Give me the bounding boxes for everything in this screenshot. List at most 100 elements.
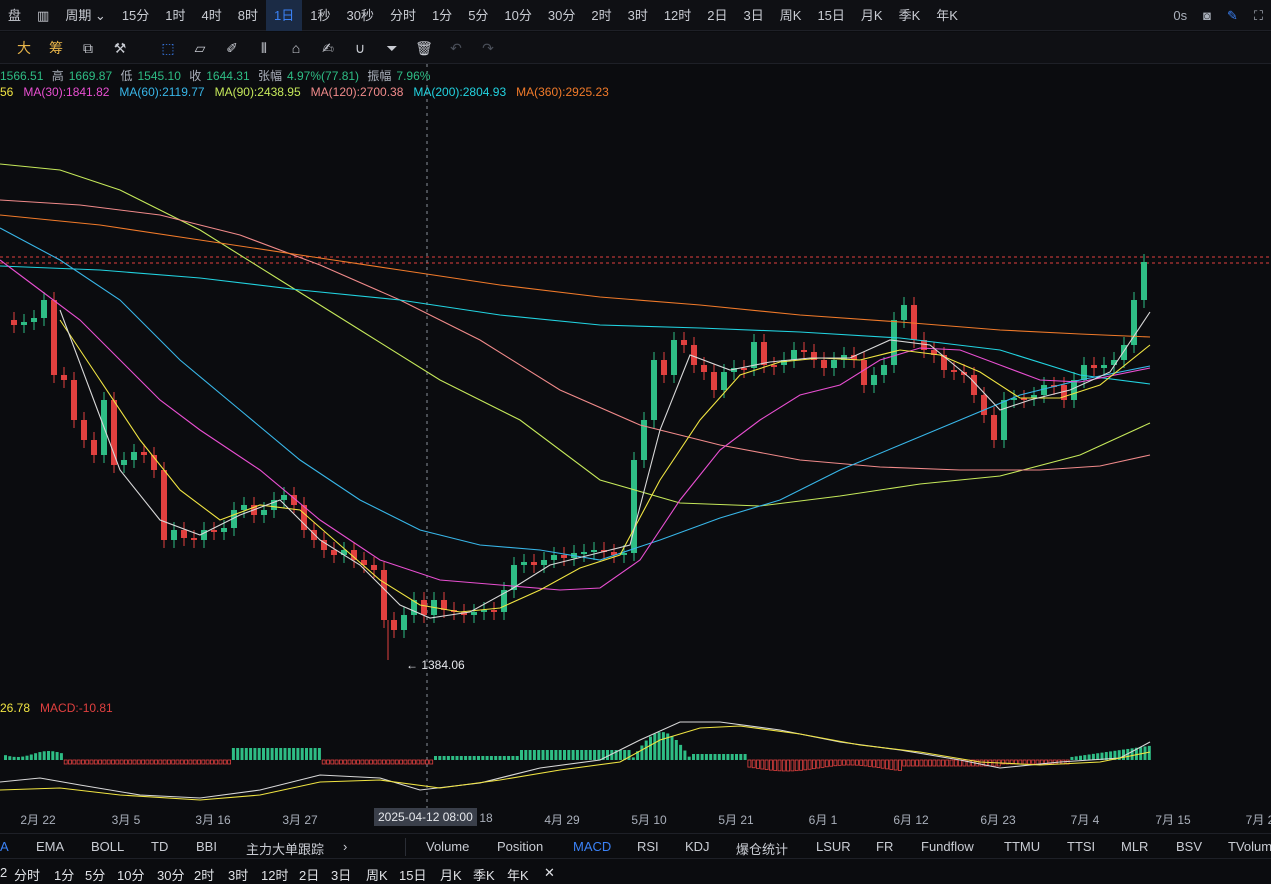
camera-icon[interactable]: ◙ [1203,8,1211,23]
period-15[interactable]: 2时 [591,7,612,23]
bottom-period-9[interactable]: 2日 [299,868,320,883]
period-13[interactable]: 10分 [504,7,532,23]
indicator-bsv[interactable]: BSV [1176,839,1203,854]
bottom-period-5[interactable]: 30分 [157,868,185,883]
candle-body [751,342,757,368]
indicator-left-5[interactable]: 主力大单跟踪 [246,842,325,857]
macd-bar [317,748,321,760]
period-3[interactable]: 15分 [121,7,150,23]
x-tick-label: 18 [479,811,493,825]
indicator-爆仓统计[interactable]: 爆仓统计 [736,842,789,857]
lock-icon[interactable]: ⌂ [291,40,301,56]
magnet-icon[interactable]: ∪ [354,40,366,56]
macd-bar [537,750,541,760]
indicator-position[interactable]: Position [497,839,544,854]
bottom-period-6[interactable]: 2时 [194,868,215,883]
bottom-period-14[interactable]: 季K [473,868,495,883]
period-5[interactable]: 4时 [201,7,222,23]
period-9[interactable]: 30秒 [346,7,374,23]
brush-icon[interactable]: ✐ [226,40,238,56]
trash-icon[interactable]: 🗑 [415,40,433,56]
macd-bar [76,759,81,765]
period-21[interactable]: 15日 [817,7,845,23]
redo-icon[interactable]: ↷ [482,40,494,56]
bottom-period-0[interactable]: 2 [0,865,8,880]
indicator-edit-icon[interactable]: ⧉ [83,40,93,56]
period-2[interactable]: 周期 ⌄ [65,7,106,23]
indicator-fundflow[interactable]: Fundflow [921,839,974,854]
macd-bar [631,757,635,760]
period-24[interactable]: 年K [936,7,958,23]
macd-bar [679,744,683,760]
tools-icon[interactable]: ⚒ [113,40,127,56]
bottom-period-16[interactable]: ✕ [544,865,555,880]
macd-bar [649,736,652,760]
candle-icon[interactable]: ⫴ [261,40,267,56]
indicator-left-4[interactable]: BBI [196,839,217,854]
indicator-fr[interactable]: FR [876,839,894,854]
period-14[interactable]: 30分 [547,7,576,23]
bottom-period-3[interactable]: 5分 [85,868,106,883]
indicator-left-6[interactable]: › [343,839,348,854]
indicator-mlr[interactable]: MLR [1121,839,1149,854]
bottom-period-1[interactable]: 分时 [14,868,41,883]
bottom-period-15[interactable]: 年K [507,868,529,883]
macd-bar [175,759,180,765]
bottom-period-11[interactable]: 周K [366,868,388,883]
period-18[interactable]: 2日 [707,7,728,23]
bottom-period-4[interactable]: 10分 [117,868,145,883]
period-12[interactable]: 5分 [468,7,489,23]
candle-body [171,530,177,540]
candle-body [561,555,567,558]
indicator-tvolum[interactable]: TVolum [1228,839,1271,854]
macd-bar [119,759,124,765]
period-8[interactable]: 1秒 [310,7,331,23]
big-text-button[interactable]: 大 [17,40,31,56]
indicator-rsi[interactable]: RSI [637,839,659,854]
period-19[interactable]: 3日 [743,7,764,23]
bottom-period-13[interactable]: 月K [440,868,462,883]
indicator-ttsi[interactable]: TTSI [1067,839,1096,854]
indicator-macd[interactable]: MACD [573,839,612,854]
indicator-lsur[interactable]: LSUR [816,839,851,854]
filter-icon[interactable]: ⏷ [386,40,398,56]
macd-bar [356,759,361,765]
indicator-kdj[interactable]: KDJ [685,839,710,854]
macd-bar [777,759,782,772]
indicator-left-0[interactable]: A [0,839,9,854]
period-22[interactable]: 月K [860,7,883,23]
bottom-period-8[interactable]: 12时 [261,868,289,883]
ruler-icon[interactable]: ▱ [194,40,206,56]
period-6[interactable]: 8时 [237,7,258,23]
bottom-period-12[interactable]: 15日 [399,868,427,883]
indicator-left-3[interactable]: TD [151,839,169,854]
bottom-period-2[interactable]: 1分 [54,868,75,883]
indicator-left-2[interactable]: BOLL [91,839,125,854]
period-10[interactable]: 分时 [389,7,416,23]
period-11[interactable]: 1分 [431,7,453,23]
period-1[interactable]: ▥ [37,7,50,23]
expand-icon[interactable]: ⛶ [1253,7,1263,23]
indicator-volume[interactable]: Volume [426,839,470,854]
period-20[interactable]: 周K [779,7,802,23]
candlestick-chart[interactable] [0,64,1271,808]
note-icon[interactable]: ✍ [322,40,334,56]
bottom-period-7[interactable]: 3时 [228,868,249,883]
chip-button[interactable]: 筹 [49,40,63,56]
indicator-ttmu[interactable]: TTMU [1004,839,1041,854]
select-cursor-icon[interactable]: ⬚ [161,40,175,56]
macd-dif-line [0,721,1151,799]
undo-icon[interactable]: ↶ [450,40,462,56]
period-7[interactable]: 1日 [266,0,303,31]
period-17[interactable]: 12时 [663,7,692,23]
macd-bar [266,748,270,760]
period-0[interactable]: 盘 [8,7,22,23]
bottom-period-10[interactable]: 3日 [331,868,352,883]
indicator-left-1[interactable]: EMA [36,839,65,854]
macd-bar [876,759,881,768]
pen-icon[interactable]: ✎ [1226,7,1238,23]
macd-bar [764,759,769,770]
period-4[interactable]: 1时 [165,7,186,23]
period-16[interactable]: 3时 [627,7,648,23]
period-23[interactable]: 季K [898,7,921,23]
